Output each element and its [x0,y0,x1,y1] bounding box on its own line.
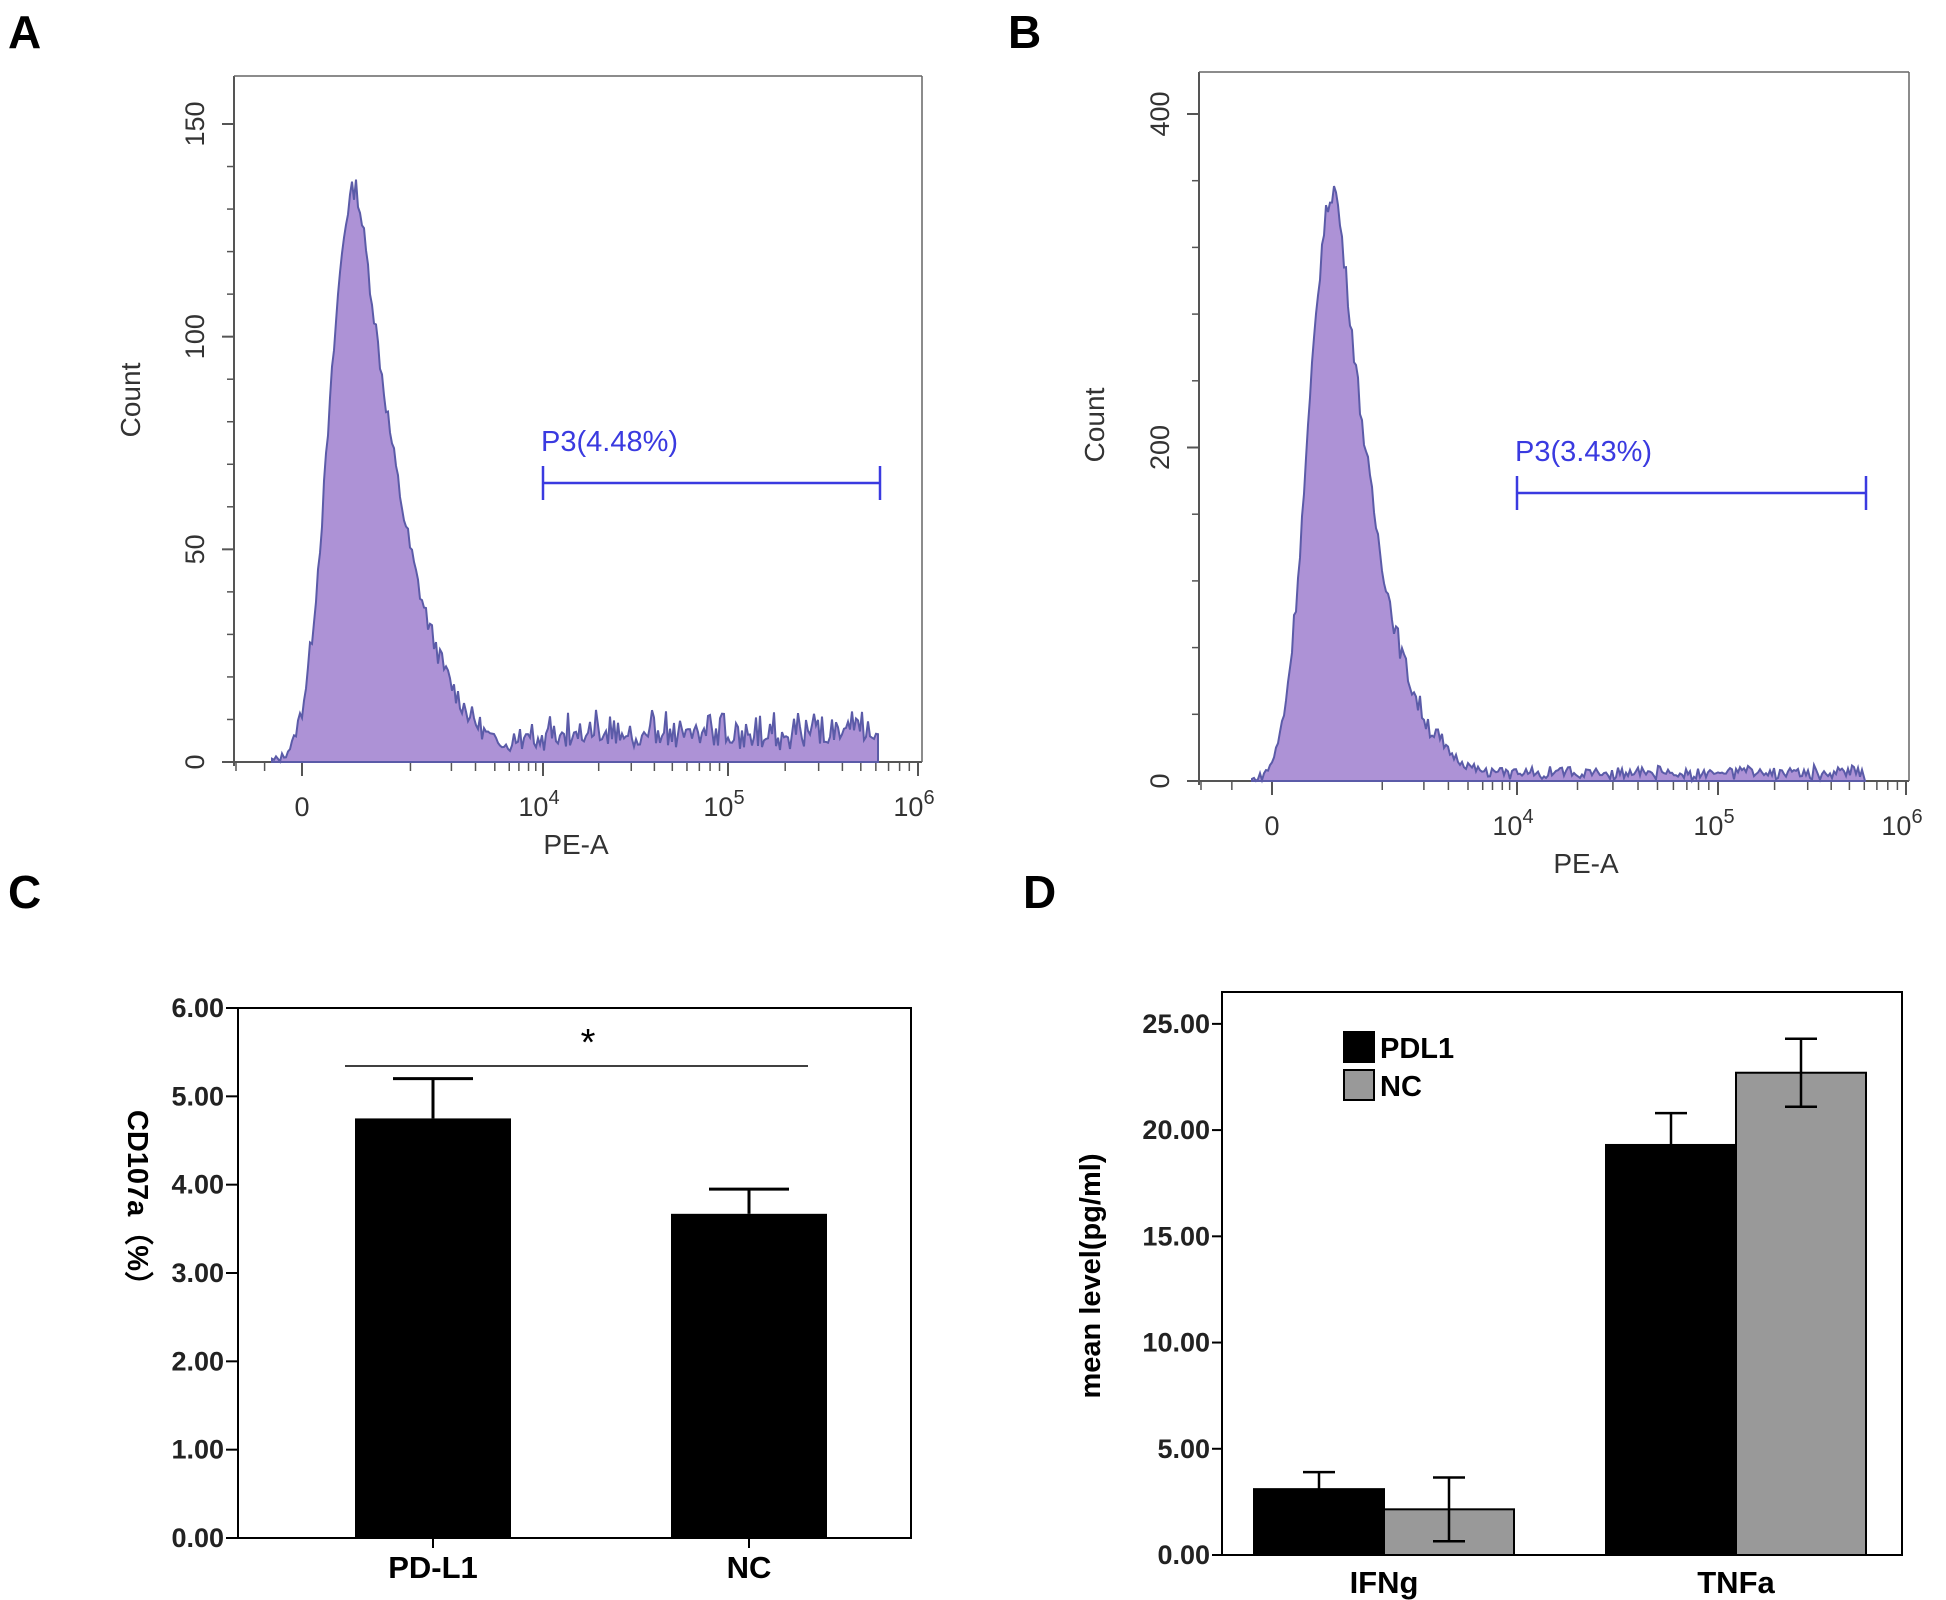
histogram-panel-a: 0 50 100 150 0 104 105 106 PE-A Count P3(4.48%) [115,75,935,860]
y-tick-label: 0 [180,754,210,769]
y-tick-label: 25.00 [1142,1009,1210,1039]
y-tick-label: 2.00 [171,1346,224,1376]
significance-marker: * [581,1022,596,1064]
y-tick-label: 20.00 [1142,1115,1210,1145]
category-label-0: IFNg [1350,1565,1419,1600]
bar-chart-panel-d: 0.00 5.00 10.00 15.00 20.00 25.00 IFNg TNFa PDL1… [1075,991,1903,1600]
panel-letter-c: C [8,866,41,918]
y-tick-label: 15.00 [1142,1221,1210,1251]
x-tick-label-6: 106 [1881,806,1922,841]
x-axis-title: PE-A [1553,848,1619,879]
y-axis-title: Count [115,362,146,437]
y-tick-label: 10.00 [1142,1328,1210,1358]
y-tick-label: 0.00 [1157,1540,1210,1570]
bar-nc [671,1213,827,1538]
y-tick-label: 400 [1145,91,1175,136]
category-label-1: TNFa [1697,1565,1775,1600]
y-axis-title: CD107a（%） [121,1110,154,1300]
gate-label: P3(3.43%) [1515,436,1652,468]
x-axis-title: PE-A [543,829,609,860]
y-tick-label: 5.00 [171,1081,224,1111]
bar-pdl1-tnfa [1605,1143,1737,1557]
x-tick-label-4: 104 [518,787,559,822]
bar-pd-l1 [355,1118,511,1538]
x-tick-label-4: 104 [1492,806,1533,841]
bar-nc-tnfa [1735,1071,1867,1556]
panel-letter-a: A [8,6,41,58]
histogram-area [271,179,879,764]
y-tick-label: 0.00 [171,1523,224,1553]
y-tick-label: 0 [1145,773,1175,788]
legend-label-nc: NC [1380,1071,1422,1103]
y-tick-label: 6.00 [171,993,224,1023]
panel-letter-d: D [1023,866,1056,918]
y-tick-label: 100 [180,314,210,359]
plot-frame [1221,991,1903,1556]
panel-letter-b: B [1008,6,1041,58]
x-tick-label-5: 105 [1693,806,1734,841]
x-tick-label-6: 106 [893,787,934,822]
legend-swatch-nc [1343,1069,1375,1101]
x-tick-label-0: 0 [1264,811,1279,841]
gate-label: P3(4.48%) [541,426,678,458]
y-tick-label: 50 [180,534,210,564]
legend-swatch-pdl1 [1343,1031,1375,1063]
y-tick-label: 5.00 [1157,1434,1210,1464]
y-axis-title: mean level(pg/ml) [1075,1154,1107,1399]
category-label-1: NC [727,1550,772,1585]
legend-label-pdl1: PDL1 [1380,1033,1454,1065]
bar-chart-panel-c: 0.00 1.00 2.00 3.00 4.00 5.00 6.00 PD-L1 NC * CD10… [121,993,912,1585]
y-tick-label: 3.00 [171,1258,224,1288]
category-label-0: PD-L1 [388,1550,478,1585]
histogram-area [1251,185,1867,784]
y-tick-label: 200 [1145,425,1175,470]
y-tick-label: 1.00 [171,1435,224,1465]
x-tick-label-5: 105 [703,787,744,822]
y-tick-label: 150 [180,101,210,146]
y-tick-label: 4.00 [171,1170,224,1200]
histogram-panel-b: 0 200 400 0 104 105 106 PE-A Count P3(3.43%) [1079,71,1923,879]
x-tick-label-0: 0 [294,792,309,822]
y-axis-title: Count [1079,387,1110,462]
